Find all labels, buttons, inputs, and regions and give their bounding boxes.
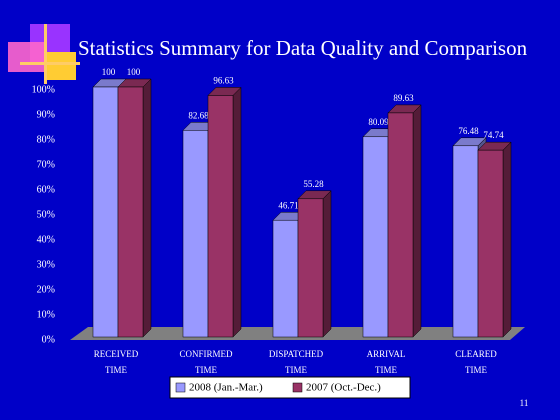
x-tick-label: CLEARED TIME <box>455 349 497 375</box>
y-tick-label: 90% <box>37 109 55 120</box>
y-tick-label: 100% <box>32 84 55 95</box>
bar <box>387 104 422 338</box>
x-tick-label: ARRIVAL TIME <box>367 349 406 375</box>
y-tick-label: 60% <box>37 184 55 195</box>
legend <box>169 376 411 399</box>
value-label: 100 <box>102 67 116 77</box>
value-label: 76.48 <box>458 126 479 136</box>
y-tick-label: 40% <box>37 234 55 245</box>
chart-title: Statistics Summary for Data Quality and … <box>78 36 528 60</box>
y-tick-label: 30% <box>37 259 55 270</box>
value-label: 80.09 <box>368 117 389 127</box>
y-tick-label: 50% <box>37 209 55 220</box>
bar <box>117 78 152 338</box>
value-label: 89.63 <box>393 93 414 103</box>
legend-label: 2007 (Oct.-Dec.) <box>306 382 381 394</box>
value-label: 55.28 <box>303 179 324 189</box>
x-tick-label: RECEIVED TIME <box>94 349 139 375</box>
y-tick-label: 70% <box>37 159 55 170</box>
bar <box>207 86 242 338</box>
y-tick-label: 80% <box>37 134 55 145</box>
value-label: 74.74 <box>483 130 504 140</box>
y-tick-label: 0% <box>42 334 55 345</box>
legend-swatch <box>292 382 303 393</box>
bar <box>477 141 512 338</box>
legend-label: 2008 (Jan.-Mar.) <box>189 382 263 394</box>
legend-swatch <box>175 382 186 393</box>
page-number: 11 <box>520 398 529 408</box>
x-tick-label: CONFIRMED TIME <box>179 349 233 375</box>
value-label: 46.71 <box>278 200 298 210</box>
x-tick-label: DISPATCHED TIME <box>269 349 324 375</box>
value-label: 100 <box>127 67 141 77</box>
bar <box>297 190 332 338</box>
y-tick-label: 20% <box>37 284 55 295</box>
value-label: 96.63 <box>213 75 234 85</box>
decoration <box>8 24 80 84</box>
y-tick-label: 10% <box>37 309 55 320</box>
value-label: 82.68 <box>188 110 209 120</box>
